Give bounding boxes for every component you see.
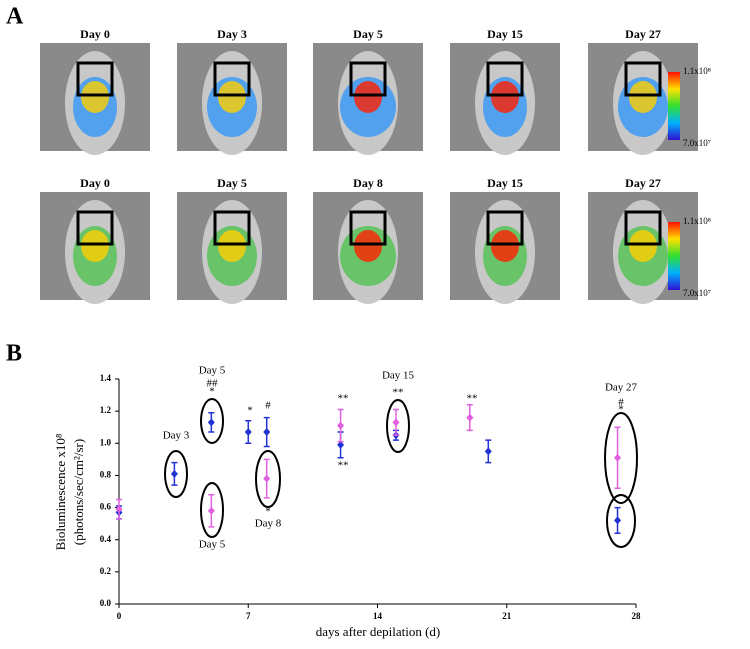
y-tick-label: 0.4 [100,534,112,544]
annotation: ** [467,393,478,405]
annotation: ** [338,460,349,472]
point [263,428,271,437]
colorbar [668,72,680,140]
roi-box [624,210,662,246]
scale-min: 7.0x10⁷ [683,138,711,148]
annotation: ** [338,393,349,405]
x-tick-label: 21 [502,611,512,621]
point [115,505,123,514]
y-tick-label: 1.0 [100,437,112,447]
y-tick-label: 1.2 [100,405,112,415]
image-label: Day 8 [353,176,383,190]
scale-max: 1.1x10⁸ [683,216,711,226]
signal [218,230,246,262]
roi-box [486,210,524,246]
roi-box [213,61,251,97]
signal [354,230,382,262]
annotations: Day 3 Day 5 ## * * # ** ** Day 15 ** ** … [163,365,638,551]
signal [354,81,382,113]
x-axis-label: days after depilation (d) [316,624,441,639]
annotation: * [265,506,271,518]
annotation: Day 3 [163,430,190,442]
annotation: Day 15 [382,370,415,382]
point [614,516,622,525]
annotation: Day 8 [255,518,282,530]
point [170,469,178,478]
image-label: Day 0 [80,176,110,190]
annotation: ## [207,378,219,390]
image-label: Day 5 [217,176,247,190]
roi-box [213,210,251,246]
colorbar [668,222,680,290]
point [614,453,622,462]
annotation: * [209,386,215,398]
signal [218,81,246,113]
annotation: ** [393,387,404,399]
point [207,418,215,427]
image-label: Day 3 [217,27,247,41]
annotation: Day 5 [199,539,226,551]
signal [491,230,519,262]
annotation: Day 5 [199,365,226,377]
x-tick-label: 28 [632,611,642,621]
scale-max: 1.1x10⁸ [683,66,711,76]
signal [81,230,109,262]
image-label: Day 0 [80,27,110,41]
x-tick-label: 0 [117,611,122,621]
roi-box [486,61,524,97]
roi-box [624,61,662,97]
y-axis-label: Bioluminescence x10⁸ [53,433,68,550]
signal [629,230,657,262]
point [337,440,345,449]
point [337,421,345,430]
signal [629,81,657,113]
point [466,413,474,422]
signal [81,81,109,113]
y-tick-label: 0.8 [100,469,112,479]
ellipses [164,398,638,548]
roi-box [349,210,387,246]
point [207,506,215,515]
panel-label: A [6,4,24,30]
annotation: Day 27 [605,382,638,394]
annotation: # [265,400,271,412]
y-tick-label: 0.0 [100,598,112,608]
image-label: Day 27 [625,176,661,190]
roi-box [349,61,387,97]
roi-box [76,210,114,246]
point [392,418,400,427]
annotation: * [247,405,253,417]
image-label: Day 15 [487,176,523,190]
annotation: * [618,404,624,416]
image-label: Day 15 [487,27,523,41]
image-label: Day 5 [353,27,383,41]
panel-label: B [6,341,22,367]
point [484,447,492,456]
x-tick-label: 7 [246,611,251,621]
y-axis-label: (photons/sec/cm²/sr) [71,439,86,545]
scale-min: 7.0x10⁷ [683,288,711,298]
point [244,428,252,437]
signal [491,81,519,113]
y-tick-label: 1.4 [100,373,112,383]
image-label: Day 27 [625,27,661,41]
annotation: # [618,397,624,409]
roi-box [76,61,114,97]
image-grid: Day 0 Day 3 Day 5 Day 15 Day 27 Day 0 Day 5 Day… [40,27,698,304]
x-tick-label: 14 [373,611,383,621]
y-tick-label: 0.6 [100,502,112,512]
point [263,474,271,483]
y-tick-label: 0.2 [100,566,112,576]
